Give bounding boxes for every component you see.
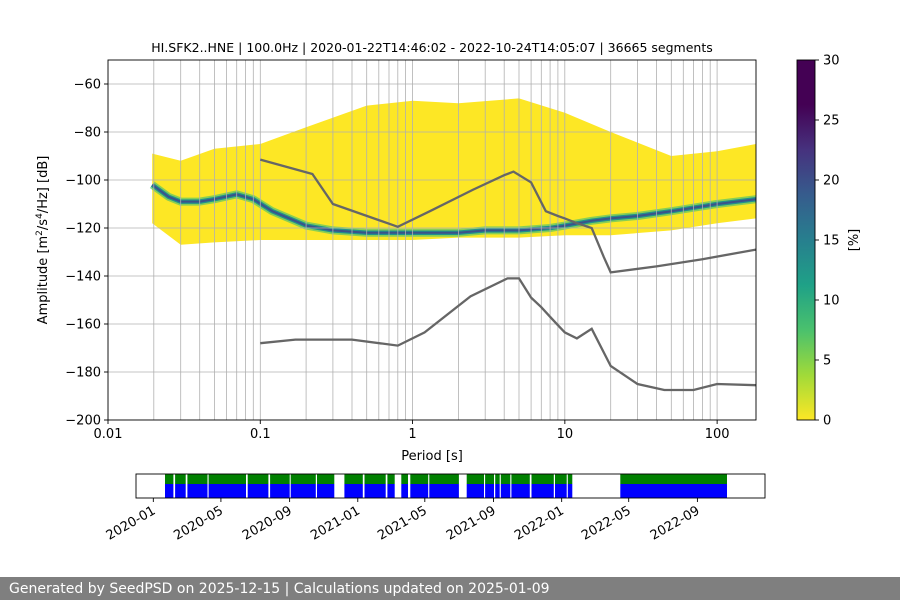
psd-density-band <box>152 98 756 245</box>
footer-text: Generated by SeedPSD on 2025-12-15 | Cal… <box>0 577 900 600</box>
noise-model-high-line <box>259 158 756 274</box>
colorbar-label: [%] <box>847 229 862 252</box>
availability-bar <box>165 474 174 484</box>
availability-bar <box>500 474 511 484</box>
x-tick-label: 0.01 <box>94 427 123 442</box>
coverage-bar <box>317 484 335 498</box>
timeline-tick-label: 2021-05 <box>375 503 430 543</box>
coverage-bar <box>401 484 408 498</box>
y-axis-label: Amplitude [m2/s4/Hz] [dB] <box>35 156 51 325</box>
availability-bar <box>466 474 484 484</box>
coverage-bar <box>290 484 316 498</box>
coverage-bar <box>270 484 290 498</box>
y-tick-label: −160 <box>65 318 101 333</box>
grid-lines <box>108 60 756 420</box>
availability-bar <box>555 474 567 484</box>
availability-bar <box>531 474 554 484</box>
coverage-bar <box>555 484 567 498</box>
coverage-bar <box>429 484 459 498</box>
x-tick-label: 10 <box>557 427 574 442</box>
coverage-bar <box>485 484 494 498</box>
colorbar-tick-label: 0 <box>823 414 831 429</box>
availability-bar <box>495 474 500 484</box>
availability-bar <box>387 474 395 484</box>
coverage-bar <box>165 484 174 498</box>
x-tick-label: 100 <box>705 427 730 442</box>
timeline-tick-label: 2022-09 <box>648 503 703 543</box>
availability-bar <box>175 474 186 484</box>
colorbar-axis: 0 5 10 15 20 25 30 <box>815 54 840 429</box>
timeline-tick-label: 2022-01 <box>512 503 567 543</box>
colorbar-tick-label: 5 <box>823 354 831 369</box>
x-tick-label: 1 <box>408 427 416 442</box>
colorbar-tick-label: 10 <box>823 294 840 309</box>
availability-bar <box>344 474 363 484</box>
timeline-tick-label: 2021-09 <box>444 503 499 543</box>
availability-bar <box>247 474 269 484</box>
coverage-bar <box>387 484 395 498</box>
y-tick-label: −100 <box>65 174 101 189</box>
coverage-bar <box>620 484 727 498</box>
coverage-bar <box>567 484 573 498</box>
availability-bar <box>401 474 408 484</box>
figure: HI.SFK2..HNE | 100.0Hz | 2020-01-22T14:4… <box>35 40 862 544</box>
colorbar-tick-label: 25 <box>823 114 840 129</box>
plot-frame <box>107 59 757 421</box>
availability-bar <box>511 474 530 484</box>
y-tick-label: −140 <box>65 270 101 285</box>
chart-title: HI.SFK2..HNE | 100.0Hz | 2020-01-22T14:4… <box>151 40 713 55</box>
coverage-bar <box>500 484 511 498</box>
colorbar-tick-label: 15 <box>823 234 840 249</box>
availability-bar <box>317 474 335 484</box>
noise-model-low-line <box>260 277 756 392</box>
availability-bar <box>567 474 573 484</box>
timeline-tick-label: 2020-05 <box>171 503 226 543</box>
availability-bar <box>485 474 494 484</box>
coverage-bar <box>495 484 500 498</box>
availability-bar <box>410 474 429 484</box>
coverage-bar <box>410 484 429 498</box>
timeline-tick-label: 2022-05 <box>579 503 634 543</box>
x-tick-label: 0.1 <box>250 427 271 442</box>
coverage-bar <box>531 484 554 498</box>
timeline-tick-label: 2020-01 <box>104 503 159 543</box>
coverage-bar <box>208 484 246 498</box>
coverage-bar <box>175 484 186 498</box>
coverage-bar <box>364 484 386 498</box>
x-axis: 0.01 0.1 1 10 100 <box>94 420 730 442</box>
y-tick-label: −200 <box>65 414 101 429</box>
availability-bar <box>364 474 386 484</box>
timeline-frame <box>135 473 766 499</box>
coverage-bar <box>344 484 363 498</box>
y-axis: −60 −80 −100 −120 −140 −160 −180 −200 <box>65 78 108 429</box>
colorbar-tick-label: 30 <box>823 54 840 69</box>
coverage-bar <box>511 484 530 498</box>
timeline-tick-label: 2020-09 <box>240 503 295 543</box>
availability-bar <box>290 474 316 484</box>
y-tick-label: −180 <box>65 366 101 381</box>
y-tick-label: −60 <box>74 78 101 93</box>
availability-bar <box>620 474 727 484</box>
availability-bar <box>208 474 246 484</box>
availability-bar <box>429 474 459 484</box>
coverage-bar <box>187 484 208 498</box>
availability-bar <box>187 474 208 484</box>
colorbar-tick-label: 20 <box>823 174 840 189</box>
y-tick-label: −120 <box>65 222 101 237</box>
colorbar <box>796 59 816 421</box>
timeline-tick-label: 2021-01 <box>308 503 363 543</box>
timeline-bars <box>165 474 727 498</box>
x-axis-label: Period [s] <box>401 449 463 464</box>
coverage-bar <box>466 484 484 498</box>
y-tick-label: −80 <box>74 126 101 141</box>
availability-bar <box>270 474 290 484</box>
timeline-axis: 2020-01 2020-05 2020-09 2021-01 2021-05 2021-… <box>104 498 703 544</box>
coverage-bar <box>247 484 269 498</box>
psd-plot-area <box>108 60 756 420</box>
